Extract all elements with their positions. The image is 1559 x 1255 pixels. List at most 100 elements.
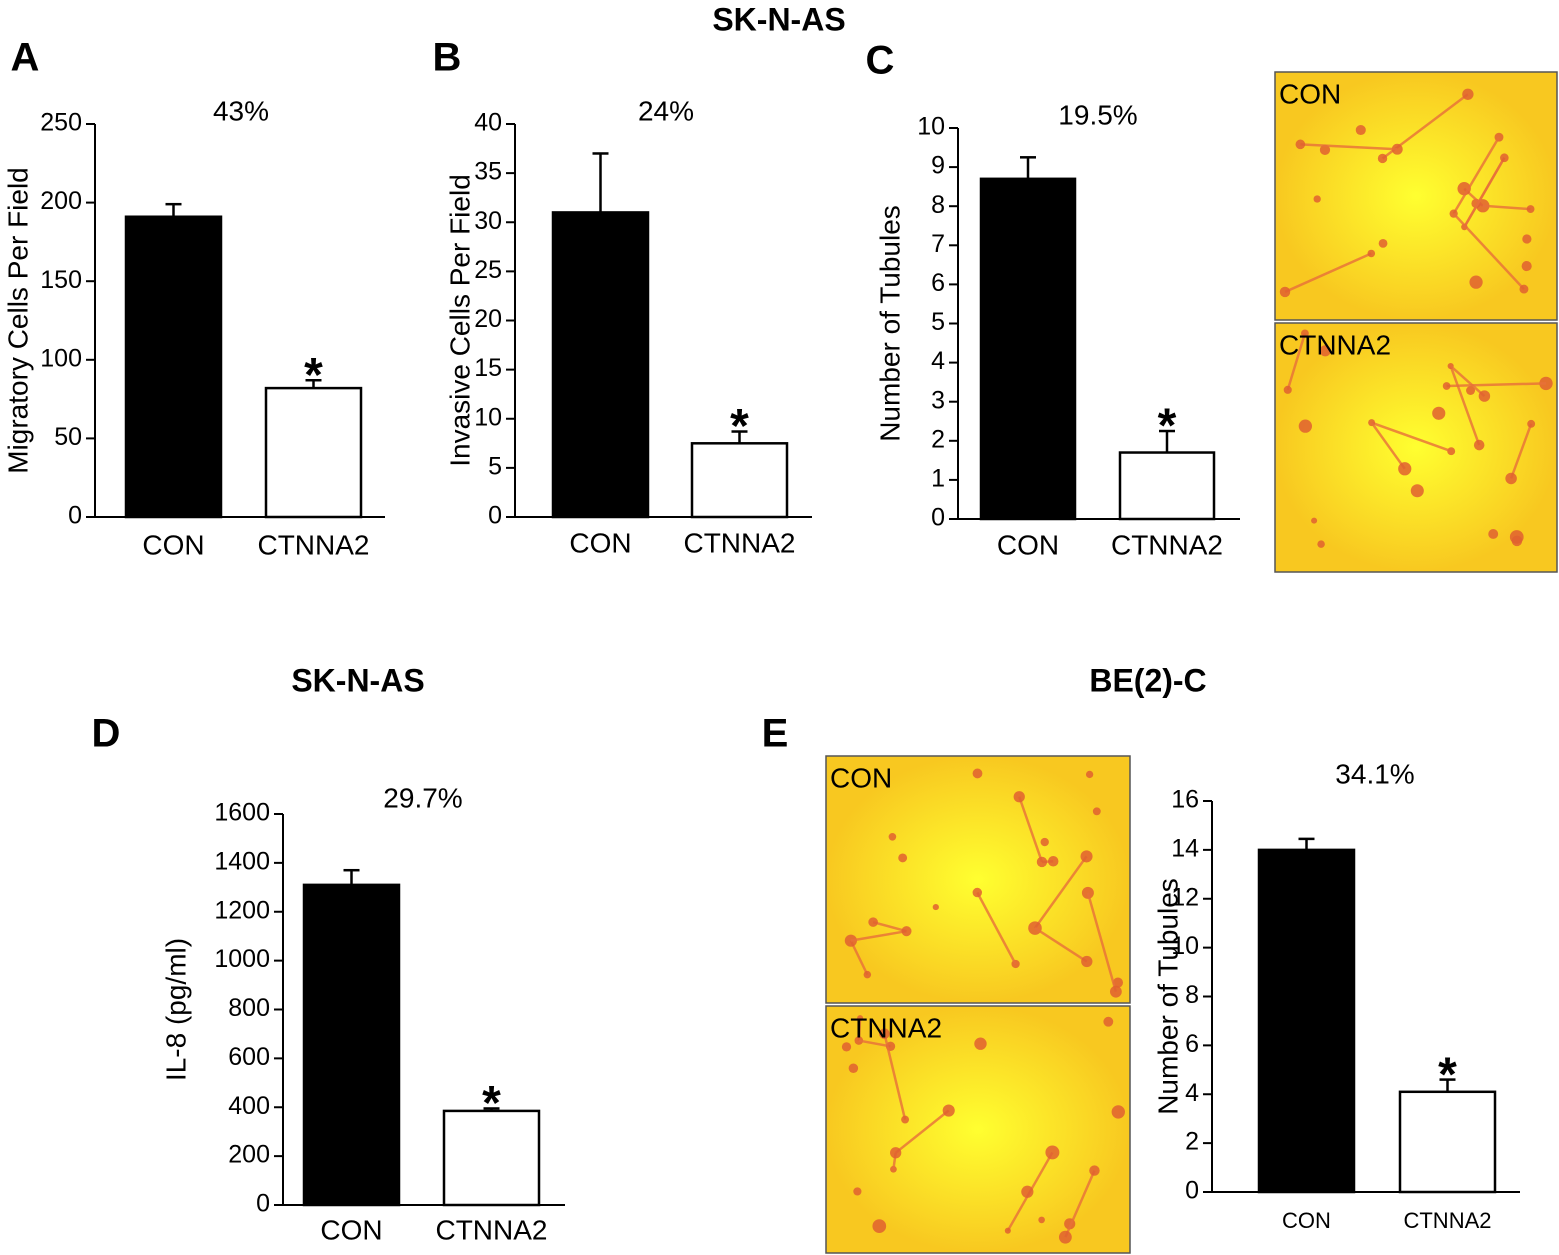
y-axis-label: IL-8 (pg/ml) xyxy=(160,938,191,1081)
cell-cluster xyxy=(1521,261,1532,272)
y-tick-label: 0 xyxy=(256,1190,270,1218)
bar xyxy=(124,215,223,519)
x-tick-label: CTNNA2 xyxy=(1403,1208,1491,1233)
y-tick-label: 0 xyxy=(68,502,82,530)
cell-cluster xyxy=(974,1037,987,1050)
x-tick-label: CON xyxy=(569,527,631,558)
x-tick-label: CON xyxy=(997,529,1059,560)
annotation: 24% xyxy=(638,95,694,126)
tubule xyxy=(850,929,907,942)
cell-cluster xyxy=(1522,234,1532,244)
tubule xyxy=(883,1033,907,1120)
image-label: CON xyxy=(1279,78,1341,109)
tubule xyxy=(1284,252,1372,294)
cell-cluster xyxy=(863,970,872,979)
tubule xyxy=(1064,1170,1096,1238)
y-tick-label: 2 xyxy=(931,425,945,453)
x-tick-label: CTNNA2 xyxy=(435,1214,547,1245)
y-tick-label: 800 xyxy=(228,994,270,1022)
cell-cluster xyxy=(841,1042,852,1052)
cell-cluster xyxy=(1283,385,1292,394)
annotation: 19.5% xyxy=(1058,99,1137,130)
y-tick-label: 12 xyxy=(1171,883,1199,911)
cell-cluster xyxy=(1279,286,1291,298)
cell-cluster xyxy=(898,853,908,863)
cell-cluster xyxy=(872,1219,887,1233)
image-label: CTNNA2 xyxy=(1279,329,1391,360)
y-tick-label: 1000 xyxy=(214,945,270,973)
significance-label: * xyxy=(1438,1048,1457,1101)
cell-cluster xyxy=(1527,419,1536,428)
cell-cluster xyxy=(1111,1105,1125,1119)
y-tick-label: 10 xyxy=(917,113,945,141)
cell-cluster xyxy=(1319,144,1331,155)
cell-cluster xyxy=(901,926,912,937)
bar xyxy=(442,1109,541,1207)
cell-cluster xyxy=(972,887,982,898)
group-title: SK-N-AS xyxy=(712,1,845,37)
cell-cluster xyxy=(1466,386,1476,396)
y-tick-label: 600 xyxy=(228,1043,270,1071)
x-tick-label: CON xyxy=(142,529,204,560)
cell-cluster xyxy=(1377,153,1388,164)
cell-cluster xyxy=(1013,791,1025,803)
y-tick-label: 6 xyxy=(1185,1030,1199,1058)
cell-cluster xyxy=(942,1104,955,1117)
y-tick-label: 4 xyxy=(931,347,945,375)
annotation: 43% xyxy=(213,95,269,126)
image-label: CTNNA2 xyxy=(830,1012,942,1043)
cell-cluster xyxy=(848,1063,859,1073)
tubule xyxy=(1370,421,1406,470)
y-tick-label: 8 xyxy=(931,191,945,219)
y-tick-label: 100 xyxy=(40,344,82,372)
cell-cluster xyxy=(1473,439,1485,451)
x-tick-label: CON xyxy=(1282,1208,1331,1233)
y-tick-label: 250 xyxy=(40,109,82,137)
bar xyxy=(551,211,650,519)
y-axis-label: Number of Tubules xyxy=(1152,878,1183,1115)
y-tick-label: 9 xyxy=(931,152,945,180)
tubule xyxy=(976,891,1017,965)
tubule xyxy=(1446,382,1547,388)
cell-cluster xyxy=(1500,153,1509,163)
cell-cluster xyxy=(1519,284,1529,294)
cell-cluster xyxy=(1038,1216,1045,1224)
cell-cluster xyxy=(1313,195,1321,203)
tubule xyxy=(894,1109,950,1154)
y-tick-label: 4 xyxy=(1185,1079,1199,1107)
cell-cluster xyxy=(1047,856,1059,867)
tubule xyxy=(1086,892,1118,993)
cell-cluster xyxy=(1036,856,1048,868)
cell-cluster xyxy=(1109,985,1122,998)
cell-cluster xyxy=(857,1015,864,1022)
panel-letter: E xyxy=(762,712,789,756)
cell-cluster xyxy=(1004,1227,1011,1234)
annotation: 34.1% xyxy=(1335,758,1414,789)
bar xyxy=(1257,848,1356,1194)
y-tick-label: 1600 xyxy=(214,799,270,827)
significance-label: * xyxy=(304,349,323,402)
x-tick-label: CON xyxy=(320,1214,382,1245)
y-tick-label: 5 xyxy=(931,308,945,336)
tubule xyxy=(1033,855,1088,929)
cell-cluster xyxy=(1511,535,1523,547)
y-tick-label: 200 xyxy=(40,187,82,215)
cell-cluster xyxy=(1488,529,1499,539)
x-tick-label: CTNNA2 xyxy=(1111,529,1223,560)
tubule xyxy=(1509,423,1533,479)
tubule xyxy=(1452,136,1501,215)
group-title: SK-N-AS xyxy=(291,662,424,698)
y-tick-label: 8 xyxy=(1185,981,1199,1009)
bar xyxy=(1118,451,1216,521)
y-axis-label: Migratory Cells Per Field xyxy=(2,167,33,474)
cell-cluster xyxy=(1081,955,1093,968)
panel-letter: B xyxy=(433,36,462,80)
y-tick-label: 200 xyxy=(228,1141,270,1169)
bar xyxy=(264,386,363,519)
image-label: CON xyxy=(830,762,892,793)
y-tick-label: 25 xyxy=(474,256,502,284)
y-tick-label: 7 xyxy=(931,230,945,258)
cell-cluster xyxy=(1526,205,1535,214)
cell-cluster xyxy=(901,1115,910,1124)
